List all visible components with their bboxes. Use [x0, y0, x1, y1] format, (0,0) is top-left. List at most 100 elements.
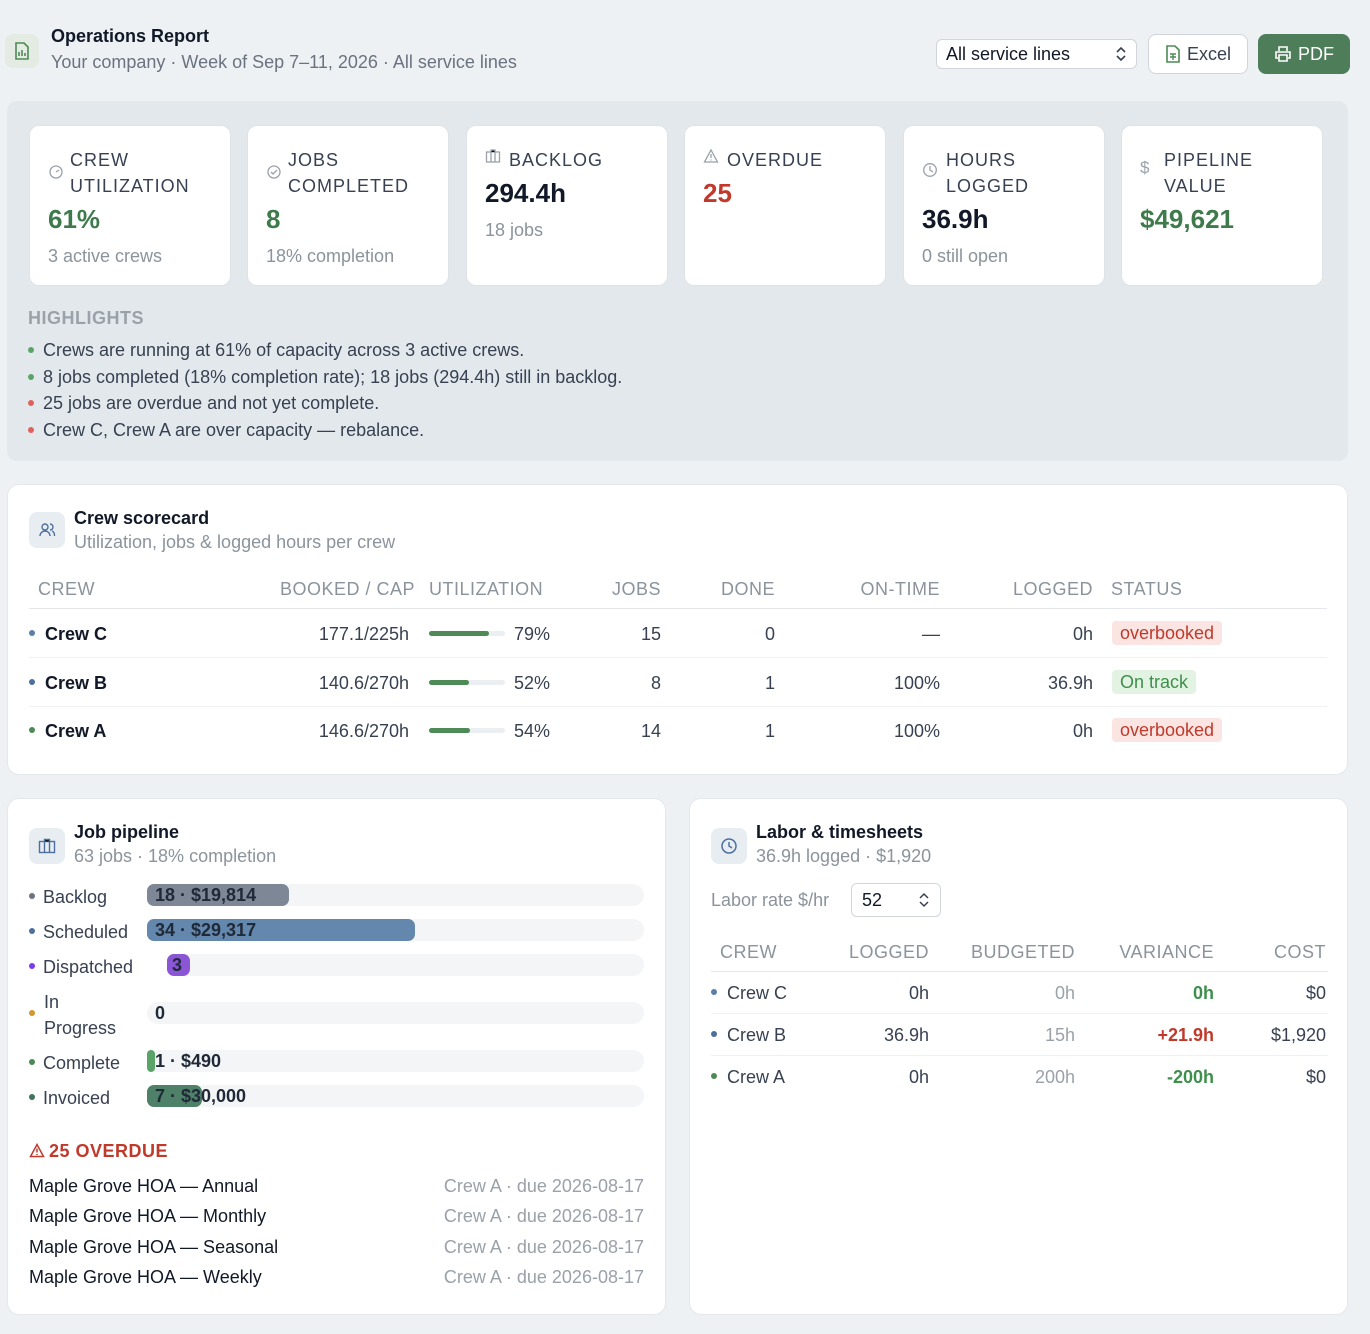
stepper-icon[interactable] [918, 892, 930, 908]
budgeted-hours: 0h [1054, 983, 1075, 1003]
export-excel-button[interactable]: Excel [1148, 34, 1248, 74]
stage-label: Invoiced [43, 1088, 111, 1108]
table-row-crew: Crew C [711, 983, 787, 1004]
job-pipeline-card: Job pipeline 63 jobs · 18% completion Ba… [7, 798, 666, 1315]
utilization-fill [429, 631, 490, 636]
utilization-fill [429, 728, 471, 733]
col-header: CREW [38, 579, 95, 599]
highlight-item: Crew C, Crew A are over capacity — rebal… [28, 417, 622, 444]
utilization-fill [429, 680, 469, 685]
stage-track: 7 · $30,000 [147, 1085, 644, 1107]
highlights-list: Crews are running at 61% of capacity acr… [28, 337, 622, 443]
kpi-sub: 3 active crews [48, 246, 163, 266]
stage-track: 34 · $29,317 [147, 919, 644, 941]
kpi-jobs-completed: JOBS COMPLETED 8 18% completion [247, 125, 449, 286]
logged-hours: 36.9h [883, 1025, 929, 1045]
col-header: COST [1273, 942, 1326, 962]
check-circle-icon [267, 165, 281, 179]
logged-hours: 0h [908, 983, 929, 1003]
card-title: Crew scorecard [74, 508, 210, 528]
labor-rate-input[interactable]: 52 [851, 883, 941, 917]
logged-hours: 0h [908, 1067, 929, 1087]
table-row-crew: Crew B [29, 673, 107, 694]
jobs-count: 14 [640, 721, 661, 741]
variance: 0h [1192, 983, 1214, 1003]
report-file-icon [5, 34, 39, 68]
card-subtitle: 36.9h logged · $1,920 [756, 846, 932, 866]
select-chevron-icon [1116, 46, 1126, 62]
kpi-value: 25 [703, 178, 732, 208]
stage-value: 18 · $19,814 [155, 885, 257, 905]
kpi-label: OVERDUE [727, 150, 824, 170]
table-row-crew: Crew A [29, 721, 106, 742]
col-header: VARIANCE [1119, 942, 1214, 962]
kpi-value: 36.9h [922, 204, 989, 234]
jobs-count: 8 [650, 673, 661, 693]
table-row-crew: Crew C [29, 624, 107, 645]
done-count: 1 [764, 721, 775, 741]
service-line-select[interactable]: All service lines [936, 39, 1137, 69]
labor-timesheets-card: Labor & timesheets 36.9h logged · $1,920… [689, 798, 1348, 1315]
report-header: Operations Report Your company · Week of… [0, 0, 1370, 100]
kpi-value: $49,621 [1140, 204, 1234, 234]
col-header: BOOKED / CAP [280, 579, 416, 599]
card-title: Labor & timesheets [756, 822, 924, 842]
page-title: Operations Report [51, 26, 210, 46]
kpi-sub: 18 jobs [485, 220, 544, 240]
card-title: Job pipeline [74, 822, 180, 842]
variance: +21.9h [1157, 1025, 1214, 1045]
highlight-item: 25 jobs are overdue and not yet complete… [28, 390, 622, 417]
kpi-label: CREW UTILIZATION [70, 150, 190, 196]
labor-rate-label: Labor rate $/hr [711, 890, 830, 910]
cost: $0 [1305, 983, 1326, 1003]
stage-label: Dispatched [43, 957, 134, 977]
kpi-label: PIPELINE VALUE [1164, 150, 1254, 196]
utilization-pct: 79% [514, 624, 551, 644]
highlights-title: HIGHLIGHTS [28, 308, 144, 328]
stage-bar [147, 919, 416, 941]
kpi-overdue: OVERDUE 25 [684, 125, 886, 286]
table-row-crew: Crew B [711, 1025, 786, 1046]
pipeline-stage-in-progress[interactable]: In Progress 0 [29, 989, 644, 1041]
export-pdf-button[interactable]: PDF [1258, 34, 1350, 74]
stage-bar [147, 1050, 155, 1072]
service-line-select-value: All service lines [946, 43, 1071, 64]
kpi-pipeline-value: $ PIPELINE VALUE $49,621 [1121, 125, 1323, 286]
warning-icon [29, 1142, 45, 1158]
status-badge: overbooked [1112, 718, 1223, 742]
labor-rate-value: 52 [862, 890, 883, 910]
briefcase-icon [29, 828, 65, 864]
stage-value: 7 · $30,000 [155, 1086, 247, 1106]
kpi-sub: 18% completion [266, 246, 395, 266]
on-time: — [922, 624, 940, 644]
utilization-bar [429, 728, 505, 733]
highlight-item: Crews are running at 61% of capacity acr… [28, 337, 622, 364]
stage-label: Backlog [43, 887, 108, 907]
kpi-backlog: BACKLOG 294.4h 18 jobs [466, 125, 668, 286]
stage-value: 34 · $29,317 [155, 920, 257, 940]
spreadsheet-icon [1166, 45, 1180, 63]
stage-label: Complete [43, 1053, 121, 1073]
kpi-panel: CREW UTILIZATION 61% 3 active crews JOBS C… [7, 101, 1348, 461]
col-header: ON-TIME [860, 579, 940, 599]
booked-cap: 177.1/225h [318, 624, 409, 644]
jobs-count: 15 [640, 624, 661, 644]
col-header: JOBS [611, 579, 661, 599]
done-count: 0 [764, 624, 775, 644]
col-header: CREW [720, 942, 777, 962]
kpi-label: JOBS COMPLETED [288, 150, 410, 196]
page-subtitle: Your company · Week of Sep 7–11, 2026 · … [51, 52, 517, 72]
clock-icon [923, 163, 937, 177]
clock-icon [711, 828, 747, 864]
cost: $1,920 [1270, 1025, 1326, 1045]
utilization-pct: 54% [514, 721, 551, 741]
stage-track: 1 · $490 [147, 1050, 644, 1072]
crew-scorecard-card: Crew scorecard Utilization, jobs & logge… [7, 484, 1348, 775]
logged-hours: 0h [1072, 624, 1093, 644]
card-subtitle: 63 jobs · 18% completion [74, 846, 277, 866]
overdue-title: 25 OVERDUE [29, 1141, 168, 1162]
kpi-crew-utilization: CREW UTILIZATION 61% 3 active crews [29, 125, 231, 286]
booked-cap: 146.6/270h [318, 721, 409, 741]
users-icon [29, 512, 65, 548]
kpi-label: BACKLOG [509, 150, 604, 170]
